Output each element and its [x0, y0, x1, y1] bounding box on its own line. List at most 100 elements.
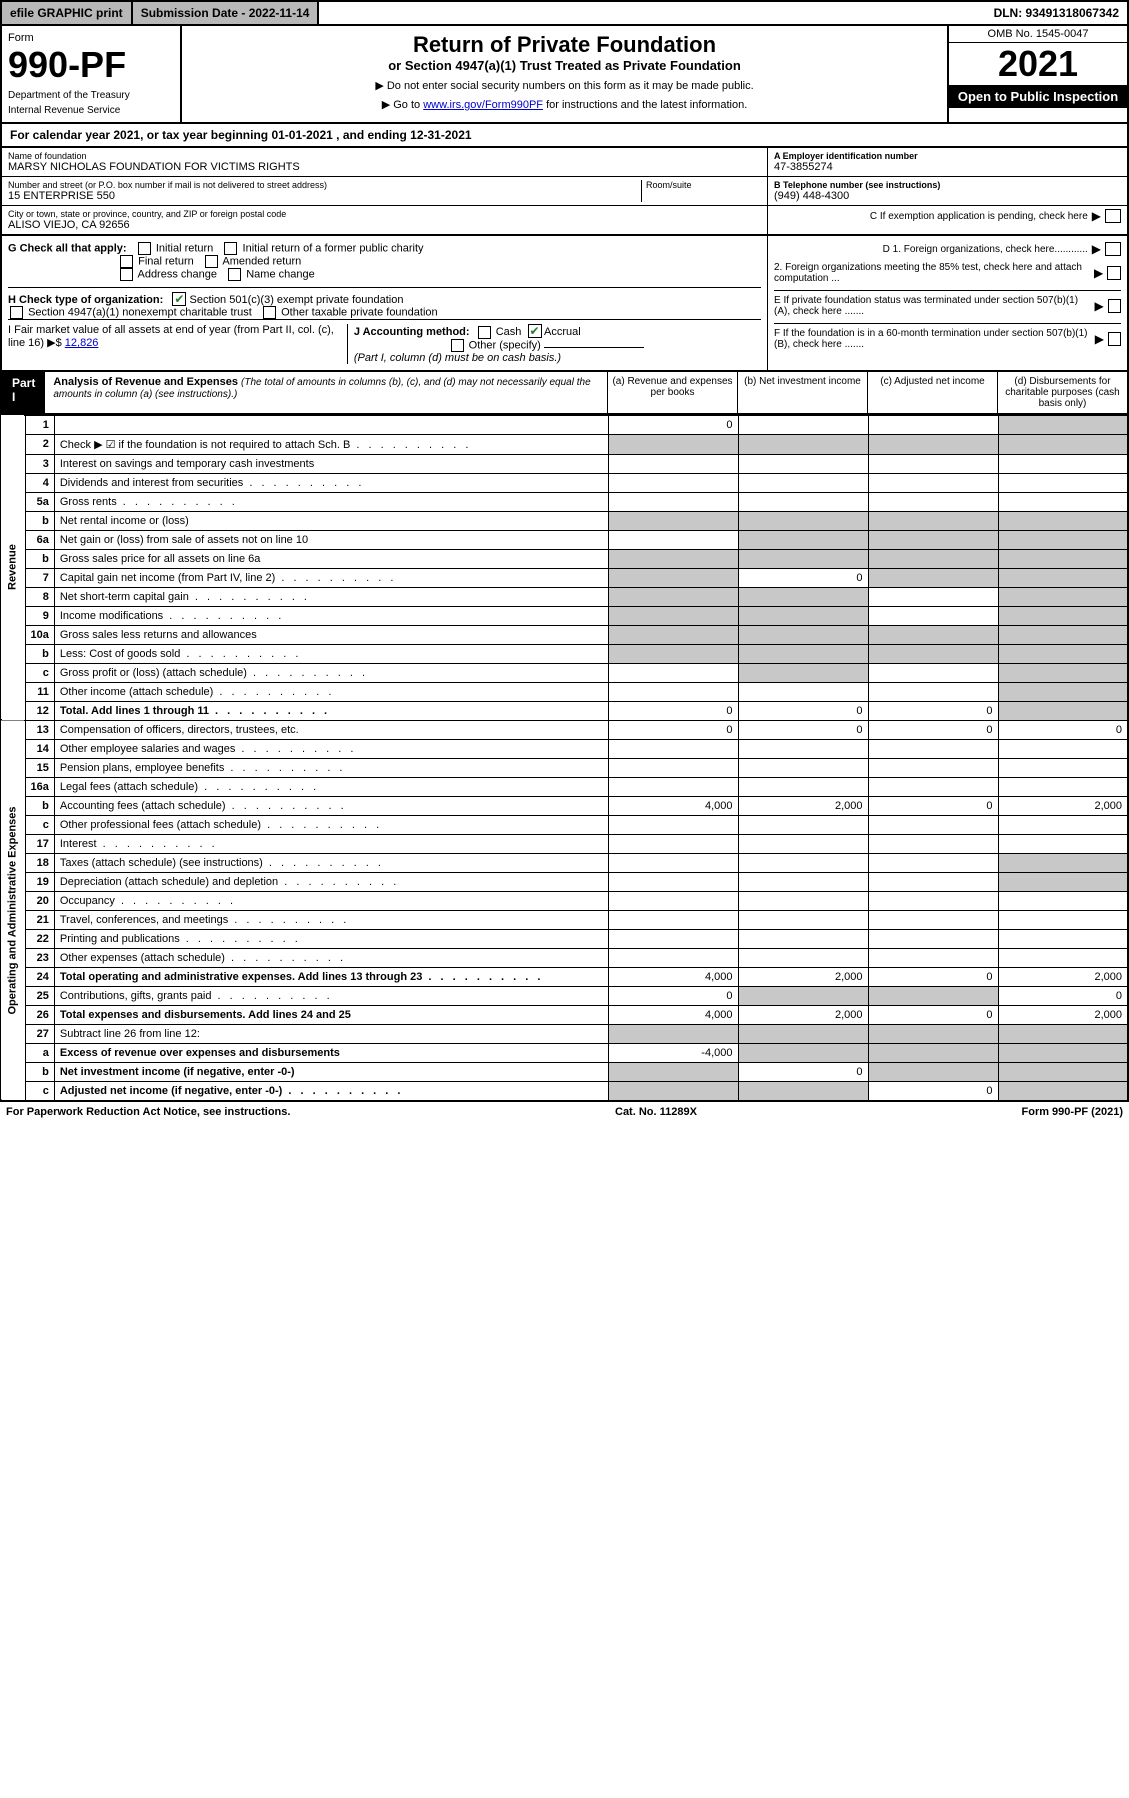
- open-public: Open to Public Inspection: [949, 85, 1127, 108]
- line-value: [738, 910, 868, 929]
- e-checkbox[interactable]: [1108, 299, 1121, 313]
- line-value: [868, 511, 998, 530]
- line-value: 2,000: [998, 967, 1128, 986]
- line-value: [738, 473, 868, 492]
- line-value: [868, 891, 998, 910]
- table-row: 5aGross rents: [1, 492, 1128, 511]
- f-checkbox[interactable]: [1108, 332, 1121, 346]
- line-value: [608, 853, 738, 872]
- line-value: [608, 530, 738, 549]
- line-value: 0: [738, 720, 868, 739]
- line-value: [608, 1024, 738, 1043]
- g-amended-checkbox[interactable]: [205, 255, 218, 268]
- line-value: [608, 568, 738, 587]
- ein-label: A Employer identification number: [774, 151, 1121, 161]
- form-subtitle: or Section 4947(a)(1) Trust Treated as P…: [188, 58, 941, 73]
- j-accrual-checkbox[interactable]: [528, 324, 542, 338]
- line-desc: Capital gain net income (from Part IV, l…: [54, 568, 608, 587]
- line-desc: Dividends and interest from securities: [54, 473, 608, 492]
- g-final-checkbox[interactable]: [120, 255, 133, 268]
- line-value: 4,000: [608, 1005, 738, 1024]
- line-value: [868, 777, 998, 796]
- g-address-checkbox[interactable]: [120, 268, 133, 281]
- line-value: [738, 1081, 868, 1101]
- line-value: [868, 986, 998, 1005]
- line-value: [998, 434, 1128, 454]
- line-value: 2,000: [998, 796, 1128, 815]
- line-value: [998, 568, 1128, 587]
- line-value: 0: [868, 967, 998, 986]
- table-row: 3Interest on savings and temporary cash …: [1, 454, 1128, 473]
- table-row: bLess: Cost of goods sold: [1, 644, 1128, 663]
- table-row: 17Interest: [1, 834, 1128, 853]
- line-number: 23: [25, 948, 54, 967]
- line-number: 21: [25, 910, 54, 929]
- line-desc: Total. Add lines 1 through 11: [54, 701, 608, 720]
- g-initial-former-checkbox[interactable]: [224, 242, 237, 255]
- line-value: [608, 434, 738, 454]
- part1-label: Part I: [2, 372, 45, 413]
- j-other-checkbox[interactable]: [451, 339, 464, 352]
- j-cash: Cash: [496, 326, 522, 338]
- table-row: 20Occupancy: [1, 891, 1128, 910]
- g-name-checkbox[interactable]: [228, 268, 241, 281]
- line-value: [738, 549, 868, 568]
- g-final: Final return: [138, 255, 194, 267]
- i-value: 12,826: [65, 337, 99, 349]
- line-number: 26: [25, 1005, 54, 1024]
- line-desc: Interest on savings and temporary cash i…: [54, 454, 608, 473]
- line-desc: Check ▶ ☑ if the foundation is not requi…: [54, 434, 608, 454]
- arrow-icon: ▶: [1094, 266, 1103, 280]
- line-desc: Gross sales price for all assets on line…: [54, 549, 608, 568]
- line-value: [998, 929, 1128, 948]
- line-desc: Net investment income (if negative, ente…: [54, 1062, 608, 1081]
- table-row: 9Income modifications: [1, 606, 1128, 625]
- line-value: 2,000: [998, 1005, 1128, 1024]
- table-row: 8Net short-term capital gain: [1, 587, 1128, 606]
- g-address: Address change: [137, 268, 217, 280]
- line-value: 0: [998, 720, 1128, 739]
- h-4947-checkbox[interactable]: [10, 306, 23, 319]
- c-checkbox[interactable]: [1105, 209, 1121, 223]
- line-value: [738, 853, 868, 872]
- line-value: [608, 473, 738, 492]
- g-initial-checkbox[interactable]: [138, 242, 151, 255]
- h-other-checkbox[interactable]: [263, 306, 276, 319]
- efile-label[interactable]: efile GRAPHIC print: [2, 2, 133, 24]
- tax-year: 2021: [949, 43, 1127, 85]
- line-number: 9: [25, 606, 54, 625]
- line-desc: Gross sales less returns and allowances: [54, 625, 608, 644]
- line-value: [738, 929, 868, 948]
- table-row: 7Capital gain net income (from Part IV, …: [1, 568, 1128, 587]
- table-row: 24Total operating and administrative exp…: [1, 967, 1128, 986]
- line-value: [738, 948, 868, 967]
- line-value: [738, 434, 868, 454]
- line-value: 0: [868, 720, 998, 739]
- line-value: [998, 777, 1128, 796]
- line-value: [868, 644, 998, 663]
- line-value: [998, 891, 1128, 910]
- irs-link[interactable]: www.irs.gov/Form990PF: [423, 99, 543, 111]
- line-desc: Contributions, gifts, grants paid: [54, 986, 608, 1005]
- line-number: 15: [25, 758, 54, 777]
- line-desc: Net short-term capital gain: [54, 587, 608, 606]
- line-desc: Occupancy: [54, 891, 608, 910]
- line-desc: Gross rents: [54, 492, 608, 511]
- d1-checkbox[interactable]: [1105, 242, 1121, 256]
- line-value: [608, 834, 738, 853]
- d2-checkbox[interactable]: [1107, 266, 1121, 280]
- j-cash-checkbox[interactable]: [478, 326, 491, 339]
- line-value: [738, 530, 868, 549]
- line-number: 13: [25, 720, 54, 739]
- line-value: [738, 834, 868, 853]
- line-value: [998, 1024, 1128, 1043]
- line-value: [868, 434, 998, 454]
- line-desc: Net rental income or (loss): [54, 511, 608, 530]
- footer-left: For Paperwork Reduction Act Notice, see …: [6, 1106, 290, 1118]
- line-value: [608, 625, 738, 644]
- line-value: [868, 492, 998, 511]
- line-value: [998, 948, 1128, 967]
- line-value: [738, 415, 868, 434]
- c-label: C If exemption application is pending, c…: [870, 211, 1088, 222]
- h-501c3-checkbox[interactable]: [172, 292, 186, 306]
